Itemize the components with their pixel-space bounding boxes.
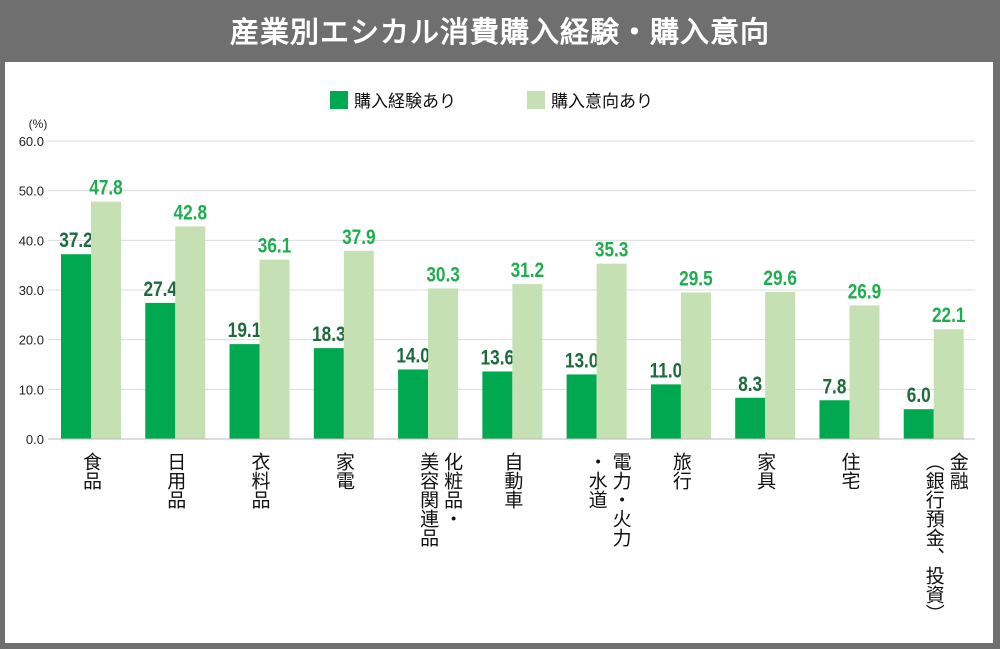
bar-intention (680, 292, 711, 439)
x-tick-label: 住宅 (838, 452, 861, 490)
data-label: 7.8 (822, 376, 846, 399)
y-tick-label: 60.0 (19, 134, 44, 149)
data-label: 31.2 (511, 260, 545, 283)
bar-intention (512, 284, 543, 439)
data-label: 18.3 (312, 324, 346, 347)
x-tick-label: 衣料品 (248, 452, 271, 509)
data-label: 19.1 (228, 320, 262, 343)
bar-experience (819, 400, 850, 439)
data-label: 11.0 (650, 360, 683, 383)
x-tick-label: 化粧品・ 美容関連品 (417, 452, 464, 547)
x-tick-label: 自動車 (501, 452, 524, 509)
data-label: 37.2 (59, 230, 93, 253)
data-label: 47.8 (89, 177, 123, 200)
x-tick-label: 金融 （銀行預金、投資） (922, 452, 969, 623)
bar-experience (61, 254, 91, 439)
x-tick-label: 電力・火力 ・水道 (585, 452, 632, 547)
bar-experience (566, 374, 597, 439)
bar-experience (482, 371, 513, 439)
data-label: 29.5 (679, 268, 713, 291)
bar-experience (229, 344, 260, 439)
bar-experience (650, 384, 681, 439)
bar-experience (903, 409, 934, 439)
data-label: 42.8 (174, 202, 208, 225)
data-label: 22.1 (932, 305, 966, 328)
bar-intention (849, 305, 880, 439)
bar-experience (145, 302, 176, 439)
legend-swatch (527, 91, 545, 109)
data-label: 13.6 (481, 347, 515, 370)
bar-intention (259, 259, 290, 439)
x-tick-label: 日用品 (164, 452, 187, 509)
data-label: 37.9 (342, 226, 376, 249)
bar-intention (765, 291, 796, 439)
bar-intention (596, 263, 627, 439)
y-tick-label: 0.0 (26, 432, 44, 447)
bar-intention (933, 329, 964, 439)
legend-label: 購入意向あり (551, 92, 653, 112)
y-tick-label: 20.0 (19, 333, 44, 348)
data-label: 29.6 (763, 267, 797, 290)
x-tick-label: 家具 (754, 452, 777, 490)
bar-intention (91, 201, 121, 439)
data-label: 36.1 (258, 235, 292, 258)
y-axis-unit: (%) (29, 117, 48, 131)
legend-swatch (330, 91, 348, 109)
data-label: 8.3 (738, 373, 762, 396)
x-tick-label: 食品 (80, 452, 102, 490)
data-label: 13.0 (565, 350, 599, 373)
data-label: 6.0 (907, 385, 931, 408)
y-tick-label: 30.0 (19, 283, 44, 298)
y-tick-label: 40.0 (19, 233, 44, 248)
data-label: 14.0 (396, 345, 430, 368)
bar-intention (428, 288, 459, 439)
data-label: 35.3 (595, 239, 629, 262)
bar-intention (343, 250, 374, 439)
x-tick-label: 家電 (332, 452, 355, 490)
data-label: 27.4 (144, 278, 178, 301)
bar-intention (175, 226, 206, 439)
legend-label: 購入経験あり (354, 92, 456, 112)
bar-experience (735, 397, 766, 439)
bar-experience (398, 369, 429, 439)
y-tick-label: 50.0 (19, 184, 44, 199)
data-label: 30.3 (426, 264, 460, 287)
y-tick-label: 10.0 (19, 382, 44, 397)
bar-experience (313, 348, 344, 439)
chart-title: 産業別エシカル消費購入経験・購入意向 (229, 15, 770, 49)
data-label: 26.9 (848, 281, 882, 304)
x-tick-label: 旅行 (669, 452, 692, 490)
